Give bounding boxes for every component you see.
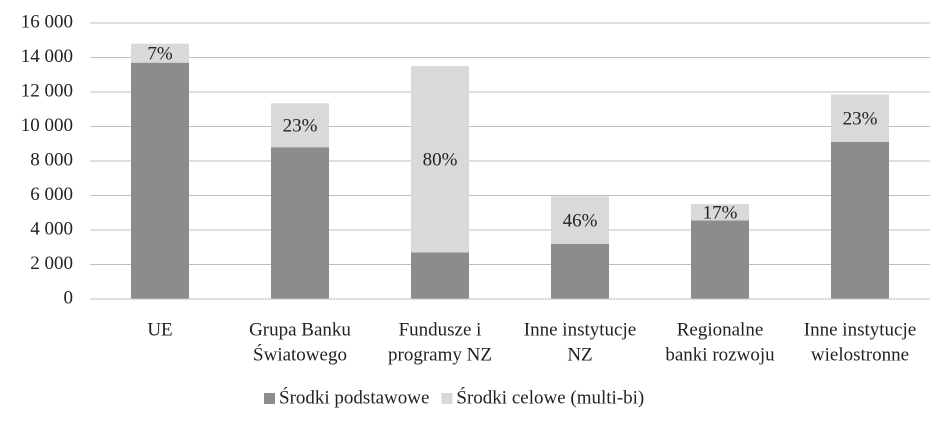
y-tick-label: 4 000 bbox=[30, 218, 73, 239]
bar-segment bbox=[271, 147, 329, 299]
legend-swatch bbox=[264, 393, 275, 404]
x-tick-label: banki rozwoju bbox=[665, 344, 775, 365]
bar-segment bbox=[411, 66, 469, 253]
segment-label: 80% bbox=[423, 150, 458, 171]
bar-segment bbox=[831, 94, 889, 143]
y-tick-label: 2 000 bbox=[30, 253, 73, 274]
x-tick-label: Fundusze i bbox=[399, 319, 482, 340]
y-tick-label: 16 000 bbox=[21, 11, 73, 32]
segment-label: 17% bbox=[703, 203, 738, 224]
bar-segment bbox=[271, 103, 329, 148]
bar-segment bbox=[831, 142, 889, 299]
legend-label: Środki podstawowe bbox=[279, 386, 429, 408]
bar-segment bbox=[131, 43, 189, 63]
x-tick-label: Inne instytucje bbox=[524, 319, 636, 340]
y-tick-label: 8 000 bbox=[30, 149, 73, 170]
x-tick-label: Regionalne bbox=[677, 319, 764, 340]
bar-segment bbox=[411, 252, 469, 299]
segment-label: 7% bbox=[147, 44, 173, 65]
y-tick-label: 10 000 bbox=[21, 115, 73, 136]
segment-label: 23% bbox=[843, 109, 878, 130]
segment-label: 23% bbox=[283, 116, 318, 137]
x-tick-label: UE bbox=[147, 319, 172, 340]
bar-segment bbox=[551, 196, 609, 244]
x-tick-label: Inne instytucje bbox=[804, 319, 916, 340]
segment-label: 46% bbox=[563, 210, 598, 231]
bar-segment bbox=[691, 204, 749, 221]
bar-segment bbox=[691, 220, 749, 299]
y-tick-label: 0 bbox=[64, 287, 74, 308]
bar-segment bbox=[551, 243, 609, 299]
legend-label: Środki celowe (multi-bi) bbox=[456, 386, 644, 408]
x-tick-label: Grupa Banku bbox=[249, 319, 351, 340]
x-tick-label: programy NZ bbox=[388, 344, 492, 365]
y-tick-label: 14 000 bbox=[21, 46, 73, 67]
x-tick-label: Światowego bbox=[253, 343, 347, 365]
legend-swatch bbox=[441, 393, 453, 404]
x-tick-label: wielostronne bbox=[811, 344, 909, 365]
y-tick-label: 12 000 bbox=[21, 80, 73, 101]
x-tick-label: NZ bbox=[567, 344, 592, 365]
y-tick-label: 6 000 bbox=[30, 184, 73, 205]
bar-segment bbox=[131, 62, 189, 299]
